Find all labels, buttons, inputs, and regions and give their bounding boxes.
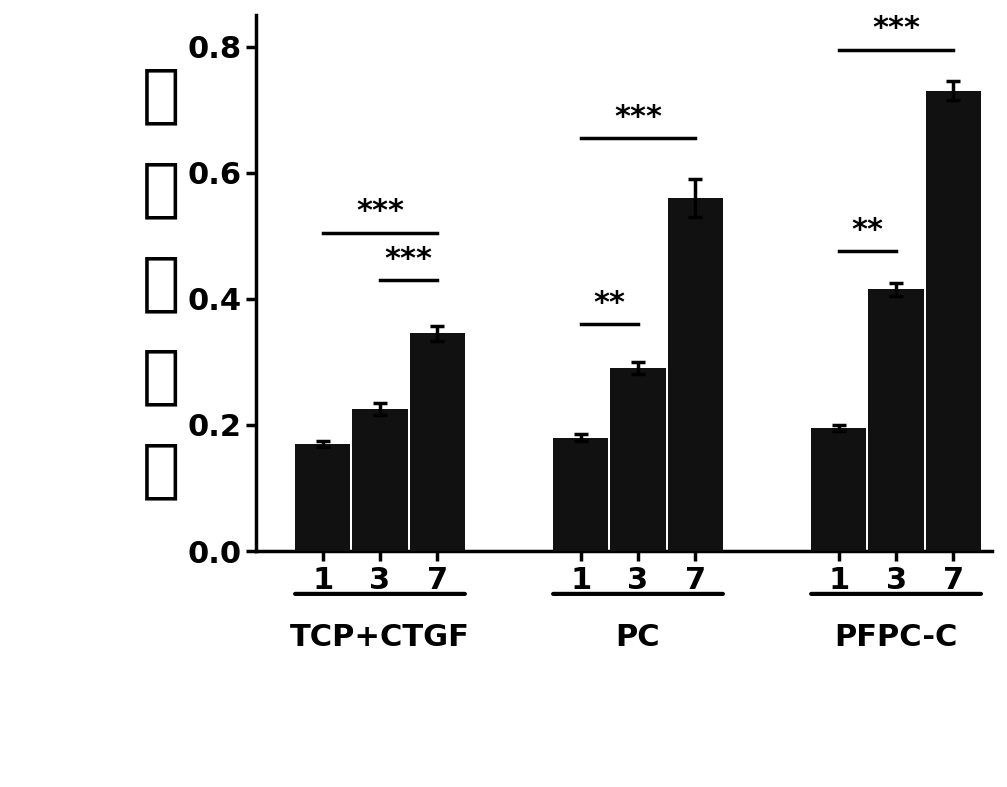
Text: **: **	[851, 216, 883, 246]
Text: PFPC-C: PFPC-C	[835, 623, 958, 652]
Text: PC: PC	[615, 623, 661, 652]
Text: 细: 细	[142, 65, 180, 127]
Bar	[668, 198, 723, 551]
Text: TCP+CTGF: TCP+CTGF	[290, 623, 470, 652]
Text: ***: ***	[614, 102, 662, 131]
Bar	[553, 438, 608, 551]
Bar	[352, 409, 408, 551]
Bar	[812, 428, 866, 551]
Bar	[925, 91, 981, 551]
Bar	[610, 368, 666, 551]
Text: 存: 存	[142, 252, 180, 314]
Bar	[410, 334, 465, 551]
Text: 活: 活	[142, 345, 180, 408]
Bar	[295, 444, 350, 551]
Text: **: **	[593, 289, 625, 318]
Text: ***: ***	[872, 14, 920, 43]
Text: 率: 率	[142, 440, 180, 501]
Text: 胞: 胞	[142, 158, 180, 220]
Text: ***: ***	[385, 245, 433, 274]
Text: ***: ***	[356, 198, 404, 226]
Bar	[868, 290, 923, 551]
